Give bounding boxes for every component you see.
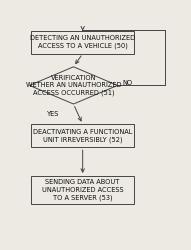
- Text: DEACTIVATING A FUNCTIONAL
UNIT IRREVERSIBLY (52): DEACTIVATING A FUNCTIONAL UNIT IRREVERSI…: [33, 129, 132, 143]
- Text: NO: NO: [122, 80, 132, 86]
- FancyBboxPatch shape: [31, 31, 134, 54]
- Text: SENDING DATA ABOUT
UNAUTHORIZED ACCESS
TO A SERVER (53): SENDING DATA ABOUT UNAUTHORIZED ACCESS T…: [42, 179, 123, 201]
- Text: DETECTING AN UNAUTHORIZED
ACCESS TO A VEHICLE (50): DETECTING AN UNAUTHORIZED ACCESS TO A VE…: [30, 35, 135, 49]
- Text: VERIFICATION
WETHER AN UNAUTHORIZED
ACCESS OCCURRED (51): VERIFICATION WETHER AN UNAUTHORIZED ACCE…: [26, 75, 121, 96]
- Polygon shape: [29, 67, 117, 104]
- FancyBboxPatch shape: [31, 176, 134, 204]
- FancyBboxPatch shape: [31, 124, 134, 147]
- Text: YES: YES: [47, 111, 59, 117]
